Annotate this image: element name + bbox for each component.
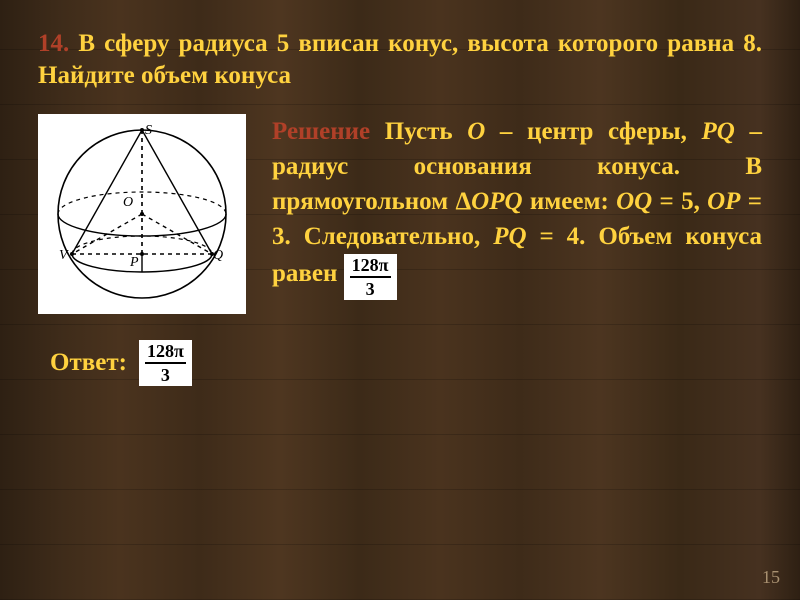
svg-text:V: V — [59, 248, 69, 263]
svg-text:O: O — [123, 195, 133, 210]
result-fraction: 128π3 — [344, 254, 397, 300]
page-number: 15 — [762, 567, 780, 588]
solution-label: Решение — [272, 118, 370, 145]
svg-text:S: S — [145, 123, 152, 138]
answer-label: Ответ: — [50, 349, 127, 377]
problem-text: В сферу радиуса 5 вписан конус, высота к… — [38, 30, 762, 89]
svg-text:Q: Q — [213, 248, 223, 263]
answer-fraction: 128π 3 — [139, 340, 192, 386]
geometry-figure: S O P V Q — [38, 114, 246, 314]
sphere-cone-diagram: S O P V Q — [38, 114, 246, 314]
svg-text:P: P — [129, 255, 139, 270]
solution-text: Решение Пусть O – центр сферы, PQ – ради… — [272, 114, 762, 300]
problem-number: 14. — [38, 30, 69, 57]
answer-block: Ответ: 128π 3 — [38, 340, 762, 386]
content-row: S O P V Q Решение Пусть O – центр сферы, PQ … — [38, 114, 762, 314]
problem-statement: 14. В сферу радиуса 5 вписан конус, высо… — [38, 28, 762, 92]
